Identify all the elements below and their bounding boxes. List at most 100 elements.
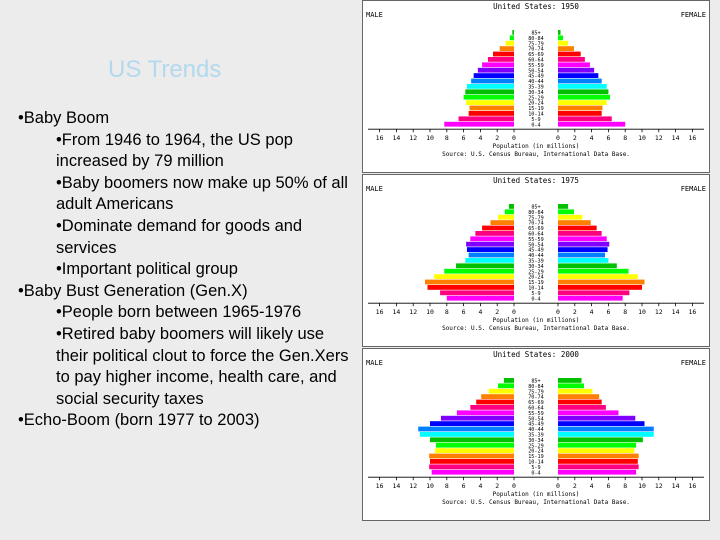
age-group-label: 70-74 [528, 395, 544, 401]
female-bar [558, 290, 630, 296]
x-tick-label: 10 [638, 308, 646, 316]
x-tick-label: 16 [376, 482, 384, 490]
x-tick-label: 12 [655, 482, 663, 490]
age-group-label: 40-44 [528, 79, 544, 85]
x-tick-label: 14 [392, 482, 400, 490]
bullet-item: •Retired baby boomers will likely use th… [56, 324, 349, 408]
female-bar [558, 30, 561, 35]
x-tick-label: 2 [495, 308, 499, 316]
x-tick-label: 2 [573, 134, 577, 142]
age-group-label: 20-24 [528, 449, 544, 455]
female-bar [558, 383, 585, 389]
x-tick-label: 8 [623, 134, 627, 142]
male-bar [435, 448, 514, 453]
x-tick-label: 8 [445, 308, 449, 316]
age-group-label: 55-59 [528, 237, 544, 243]
age-group-label: 65-69 [528, 400, 544, 406]
female-bar [558, 105, 603, 111]
female-bar [558, 247, 608, 252]
age-group-label: 25-29 [528, 95, 544, 101]
age-group-label: 0-4 [531, 296, 540, 302]
male-bar [456, 263, 514, 269]
bullet-item: •Baby Boom [18, 109, 110, 127]
x-tick-label: 2 [495, 482, 499, 490]
age-group-label: 5-9 [531, 117, 540, 123]
x-tick-label: 16 [688, 308, 696, 316]
x-tick-label: 14 [672, 308, 680, 316]
age-group-label: 35-39 [528, 259, 544, 265]
x-tick-label: 8 [445, 482, 449, 490]
male-bar [446, 295, 514, 301]
female-bar [558, 204, 569, 209]
male-bar [466, 84, 514, 89]
male-bar [430, 459, 514, 464]
male-bar [481, 394, 514, 399]
male-bar [477, 67, 514, 73]
male-bar [429, 464, 514, 470]
male-bar [435, 442, 514, 448]
male-bar [512, 30, 514, 35]
male-bar [509, 35, 514, 41]
x-tick-label: 2 [495, 134, 499, 142]
female-bar [558, 220, 591, 225]
female-bar [558, 46, 574, 51]
female-bar [558, 388, 593, 394]
male-bar [456, 410, 514, 416]
male-bar [498, 214, 514, 220]
female-bar [558, 442, 637, 448]
pyramid-panel: United States: 1975 MALE FEMALE 0-45-910-14… [362, 174, 710, 347]
male-bar [482, 225, 514, 231]
male-bar [429, 453, 514, 459]
male-bar [466, 100, 514, 105]
x-tick-label: 10 [638, 134, 646, 142]
x-tick-label: 14 [392, 308, 400, 316]
age-group-label: 10-14 [528, 286, 544, 292]
female-bar [558, 279, 645, 285]
age-group-label: 80-84 [528, 36, 544, 42]
male-bar [458, 116, 514, 122]
x-tick-label: 8 [623, 308, 627, 316]
x-tick-label: 4 [590, 482, 594, 490]
x-axis-label: Population (in millions) [493, 143, 580, 150]
age-group-label: 5-9 [531, 465, 540, 471]
age-group-label: 40-44 [528, 427, 544, 433]
x-tick-label: 0 [556, 482, 560, 490]
male-bar [440, 290, 514, 296]
x-tick-label: 0 [556, 308, 560, 316]
male-bar [466, 241, 514, 247]
x-tick-label: 6 [462, 482, 466, 490]
x-tick-label: 16 [376, 308, 384, 316]
female-bar [558, 274, 638, 279]
female-bar [558, 459, 638, 464]
x-tick-label: 4 [478, 134, 482, 142]
age-group-label: 15-19 [528, 106, 544, 112]
x-tick-label: 4 [590, 134, 594, 142]
age-group-label: 50-54 [528, 416, 544, 422]
male-bar [508, 204, 514, 209]
age-group-label: 30-34 [528, 438, 544, 444]
age-group-label: 85+ [531, 205, 540, 211]
male-bar [418, 426, 514, 432]
female-bar [558, 209, 574, 215]
age-group-label: 35-39 [528, 433, 544, 439]
age-group-label: 75-79 [528, 389, 544, 395]
age-group-label: 85+ [531, 31, 540, 37]
male-bar [504, 209, 514, 215]
female-bar [558, 214, 583, 220]
male-bar [493, 51, 514, 57]
x-axis-label: Population (in millions) [493, 491, 580, 498]
age-group-label: 35-39 [528, 85, 544, 91]
male-bar [499, 46, 514, 51]
x-tick-label: 2 [573, 308, 577, 316]
age-group-label: 45-49 [528, 74, 544, 80]
female-bar [558, 258, 609, 263]
x-tick-label: 6 [606, 482, 610, 490]
bullet-item: •Baby boomers now make up 50% of all adu… [56, 173, 348, 214]
male-bar [465, 258, 514, 263]
age-group-label: 30-34 [528, 264, 544, 270]
male-bar [505, 40, 514, 46]
male-bar [444, 121, 514, 127]
male-bar [444, 268, 514, 274]
male-bar [487, 57, 514, 62]
